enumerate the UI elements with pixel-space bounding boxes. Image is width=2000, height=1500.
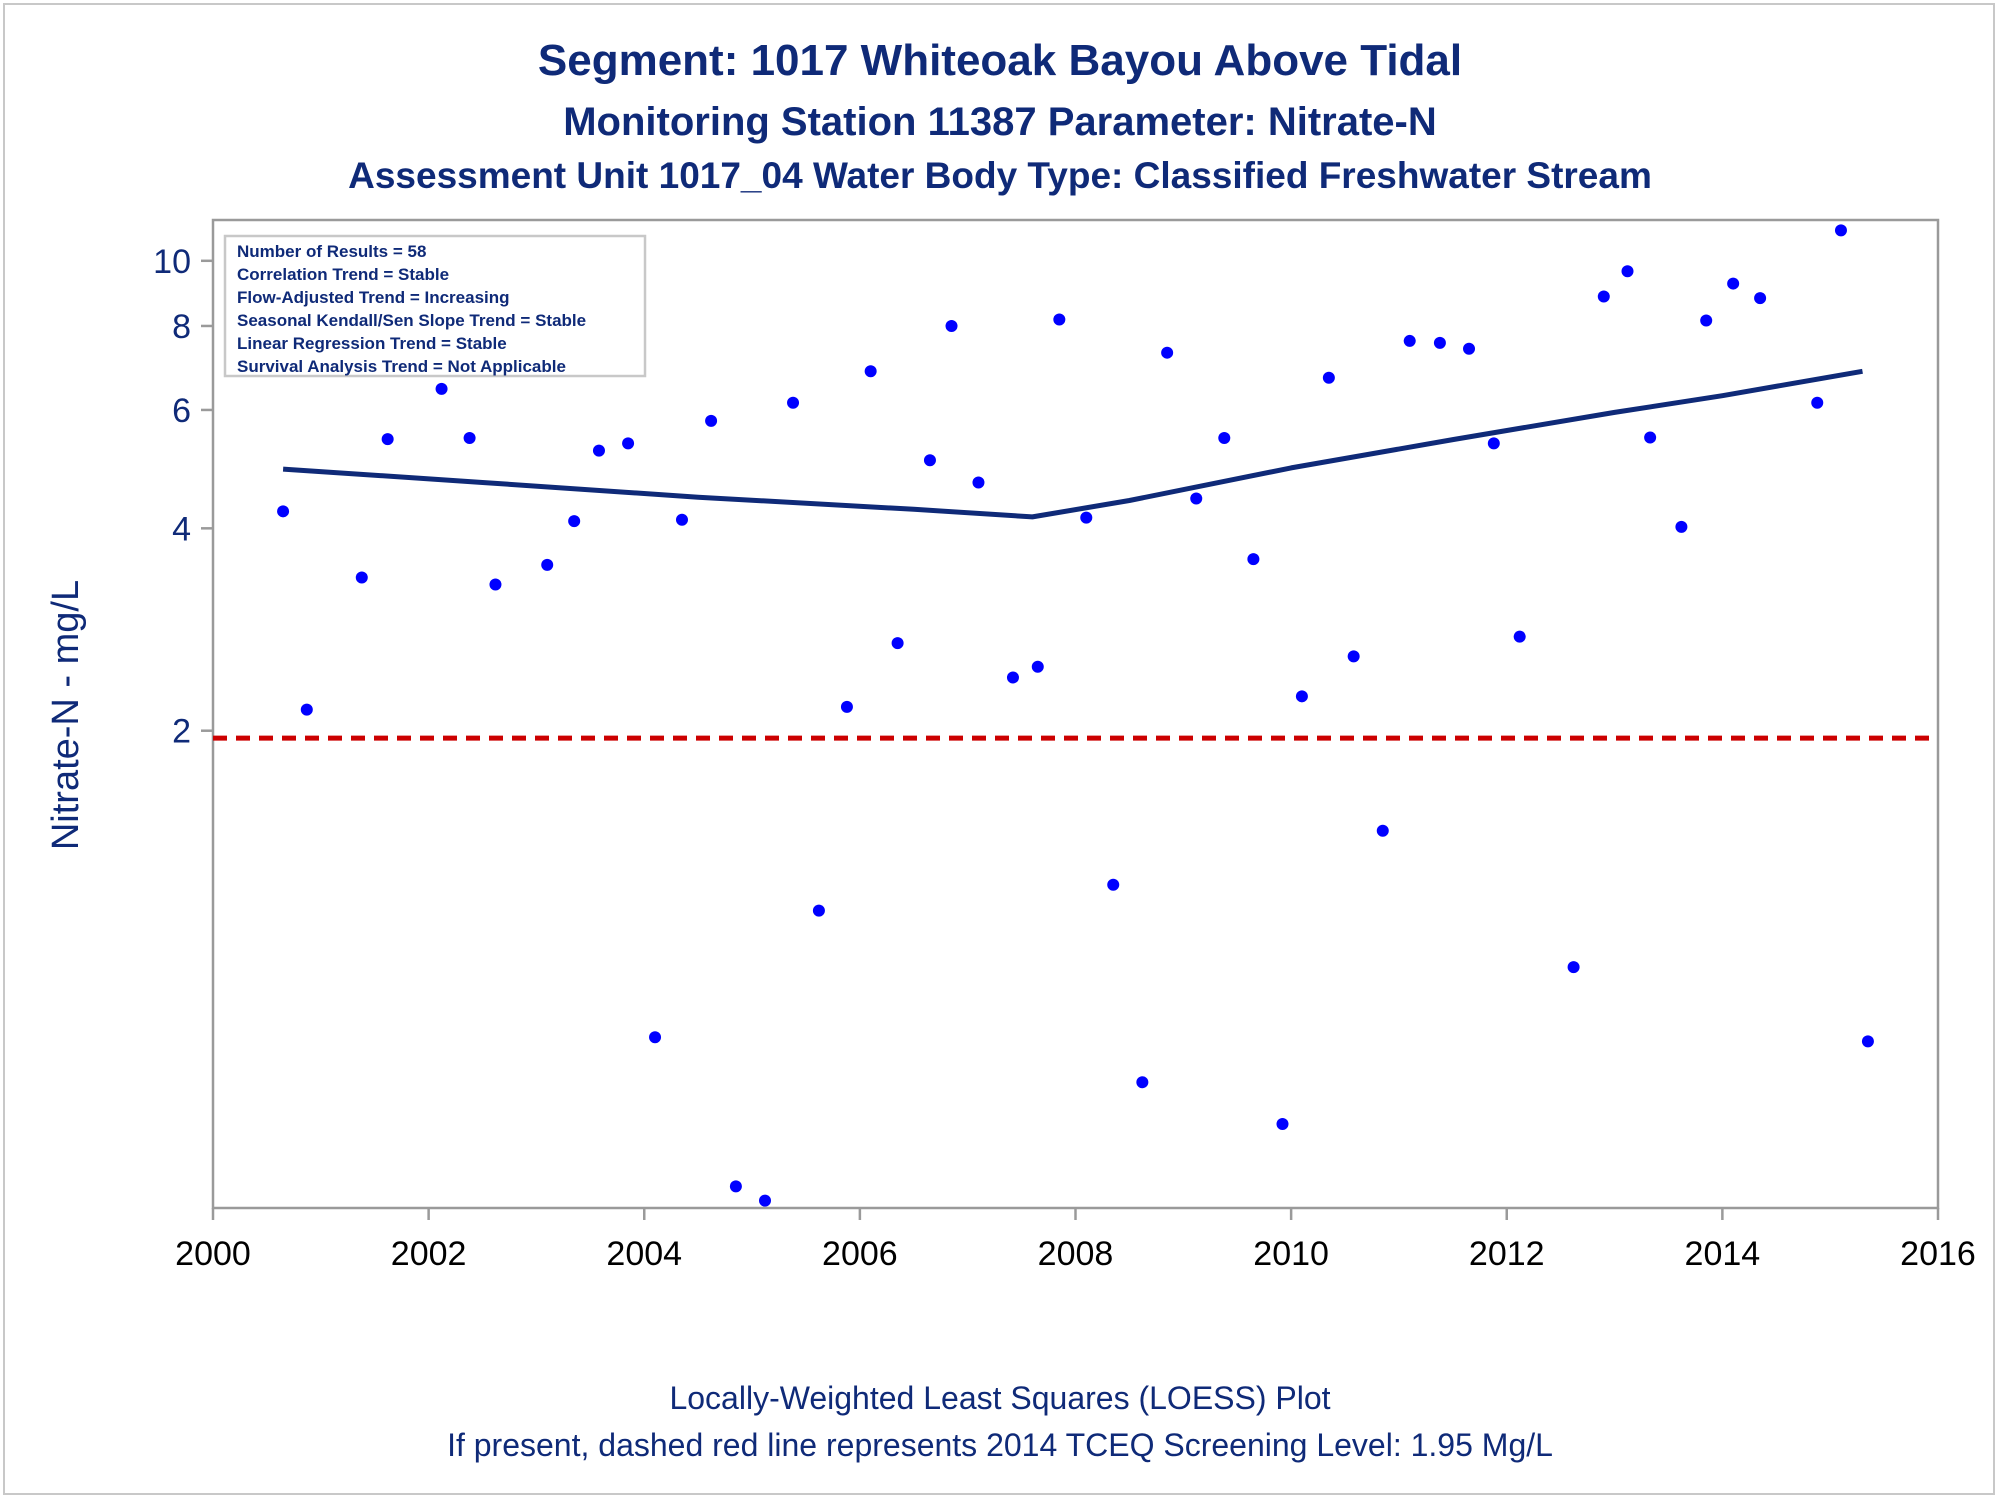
- x-tick-label: 2010: [1253, 1235, 1329, 1273]
- data-point: [675, 513, 688, 526]
- y-axis-label: Nitrate-N - mg/L: [45, 580, 87, 850]
- x-tick-label: 2016: [1900, 1235, 1976, 1273]
- chart-title: Segment: 1017 Whiteoak Bayou Above Tidal: [537, 36, 1463, 85]
- data-point: [541, 558, 554, 571]
- y-tick-label: 10: [153, 243, 191, 281]
- data-point: [840, 700, 853, 713]
- data-point: [1567, 961, 1580, 974]
- stats-inset-line: Seasonal Kendall/Sen Slope Trend = Stabl…: [237, 311, 586, 330]
- stats-inset-box: [223, 234, 647, 378]
- y-tick-label: 8: [172, 308, 191, 346]
- data-point: [923, 454, 936, 467]
- data-point: [945, 319, 958, 332]
- data-point: [1295, 690, 1308, 703]
- data-point: [1463, 342, 1476, 355]
- data-point: [705, 414, 718, 427]
- data-point: [864, 365, 877, 378]
- data-point: [1700, 314, 1713, 327]
- data-point: [1644, 431, 1657, 444]
- stats-inset-line: Linear Regression Trend = Stable: [237, 334, 507, 353]
- data-point: [1053, 313, 1066, 326]
- data-point: [1597, 290, 1610, 303]
- stats-inset-line: Number of Results = 58: [237, 242, 426, 261]
- data-point: [592, 444, 605, 457]
- data-point: [1487, 437, 1500, 450]
- data-point: [1403, 334, 1416, 347]
- data-point: [891, 637, 904, 650]
- data-point: [489, 578, 502, 591]
- data-point: [1834, 224, 1847, 237]
- loess-trend-line: [282, 368, 1863, 520]
- stats-inset-line: Correlation Trend = Stable: [237, 265, 449, 284]
- stats-inset-line: Survival Analysis Trend = Not Applicable: [237, 357, 566, 376]
- footnote-loess: Locally-Weighted Least Squares (LOESS) P…: [669, 1380, 1331, 1416]
- x-tick-label: 2012: [1469, 1235, 1545, 1273]
- data-point: [1376, 824, 1389, 837]
- plot-area: 2000 2002 2004 2006 2008 2010 2012 2014 2016 2 4 6 8…: [153, 218, 1976, 1273]
- y-tick-label: 6: [172, 392, 191, 430]
- data-point: [1322, 371, 1335, 384]
- data-point: [972, 476, 985, 489]
- data-point: [1218, 432, 1231, 445]
- data-point: [622, 437, 635, 450]
- data-point: [1675, 520, 1688, 533]
- data-point: [1727, 277, 1740, 290]
- x-tick-label: 2014: [1685, 1235, 1761, 1273]
- data-point: [649, 1031, 662, 1044]
- data-point: [1190, 492, 1203, 505]
- data-point: [1621, 265, 1634, 278]
- data-point: [1433, 336, 1446, 349]
- x-tick-label: 2002: [391, 1235, 467, 1273]
- chart-subtitle-station: Monitoring Station 11387 Parameter: Nitr…: [563, 100, 1437, 144]
- x-tick-label: 2008: [1038, 1235, 1114, 1273]
- data-point: [1080, 511, 1093, 524]
- data-point: [1031, 660, 1044, 673]
- data-point: [1513, 630, 1526, 643]
- data-point: [300, 703, 313, 716]
- data-point: [435, 382, 448, 395]
- chart-subtitle-assessment: Assessment Unit 1017_04 Water Body Type:…: [348, 155, 1652, 196]
- data-point: [355, 571, 368, 584]
- data-point: [1136, 1076, 1149, 1089]
- data-point: [1161, 346, 1174, 359]
- x-tick-label: 2006: [822, 1235, 898, 1273]
- data-point: [787, 396, 800, 409]
- data-point: [759, 1194, 771, 1207]
- data-point: [729, 1180, 742, 1193]
- data-point: [277, 505, 290, 518]
- y-tick-label: 2: [172, 713, 191, 751]
- data-point: [1107, 878, 1120, 891]
- data-point: [1347, 650, 1360, 663]
- y-tick-label: 4: [172, 510, 191, 548]
- data-point: [1754, 292, 1767, 305]
- data-point: [1861, 1035, 1874, 1048]
- stats-inset-line: Flow-Adjusted Trend = Increasing: [237, 288, 510, 307]
- x-tick-label: 2004: [606, 1235, 682, 1273]
- data-point: [1247, 553, 1260, 566]
- data-point: [812, 904, 825, 917]
- data-point: [568, 515, 581, 528]
- footnote-screening: If present, dashed red line represents 2…: [447, 1427, 1553, 1463]
- data-point: [463, 432, 476, 445]
- data-point: [1276, 1118, 1289, 1131]
- x-tick-label: 2000: [175, 1235, 251, 1273]
- data-point: [1811, 396, 1824, 409]
- data-point: [381, 433, 394, 446]
- data-point: [1006, 671, 1019, 684]
